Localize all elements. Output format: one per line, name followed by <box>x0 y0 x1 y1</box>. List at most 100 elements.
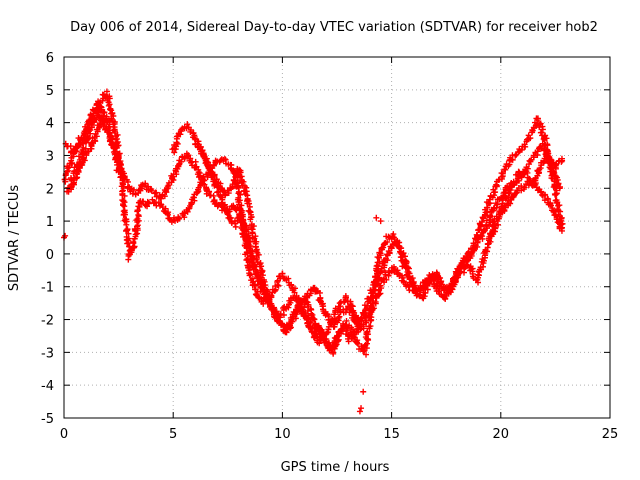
data-point <box>331 323 338 330</box>
data-point <box>89 119 96 126</box>
data-point <box>374 259 381 266</box>
x-tick-label: 20 <box>493 427 510 442</box>
data-point <box>552 191 559 198</box>
data-point <box>242 251 249 258</box>
data-point <box>360 346 367 353</box>
data-point <box>222 191 229 198</box>
data-point <box>174 140 181 147</box>
data-point <box>181 155 188 162</box>
data-point <box>244 200 251 207</box>
data-point <box>120 202 127 209</box>
data-point <box>550 169 557 176</box>
data-point <box>480 257 487 264</box>
data-point <box>226 214 233 221</box>
data-point <box>449 280 456 287</box>
x-tick-label: 15 <box>383 427 400 442</box>
data-point <box>512 152 519 159</box>
data-point <box>67 143 74 150</box>
data-point <box>541 145 548 152</box>
data-point <box>322 312 329 319</box>
y-tick-label: 1 <box>46 215 54 230</box>
data-point <box>377 218 384 225</box>
data-point <box>372 298 379 305</box>
data-point <box>369 307 376 314</box>
data-point <box>541 191 548 198</box>
data-point <box>301 312 308 319</box>
data-point <box>267 302 274 309</box>
data-point <box>423 282 430 289</box>
data-point <box>413 288 420 295</box>
data-point <box>364 302 371 309</box>
data-point <box>178 158 185 165</box>
data-point <box>494 201 501 208</box>
data-point <box>495 221 502 228</box>
data-point <box>336 313 343 320</box>
chart-title: Day 006 of 2014, Sidereal Day-to-day VTE… <box>70 20 598 35</box>
x-tick-label: 0 <box>60 427 68 442</box>
data-point <box>164 210 171 217</box>
data-point <box>334 333 341 340</box>
data-point <box>377 250 384 257</box>
data-point <box>61 176 68 183</box>
data-point <box>390 234 397 241</box>
data-point <box>360 388 367 395</box>
data-point <box>405 264 412 271</box>
data-point <box>456 268 463 275</box>
data-point <box>200 153 207 160</box>
data-point <box>142 182 149 189</box>
data-point <box>292 315 299 322</box>
data-point <box>283 329 290 336</box>
data-point <box>438 278 445 285</box>
data-point <box>325 323 332 330</box>
data-point <box>194 189 201 196</box>
data-point <box>400 278 407 285</box>
plot-frame <box>63 56 611 419</box>
data-point <box>344 326 351 333</box>
data-point <box>522 143 529 150</box>
data-point <box>115 161 122 168</box>
data-point <box>546 158 553 165</box>
data-point <box>558 155 565 162</box>
data-point <box>230 177 237 184</box>
data-point <box>306 318 313 325</box>
data-point <box>251 262 258 269</box>
data-point <box>512 179 519 186</box>
data-point <box>355 340 362 347</box>
data-point <box>485 199 492 206</box>
data-point <box>515 149 522 156</box>
data-point <box>173 171 180 178</box>
data-point <box>532 181 539 188</box>
data-point <box>385 248 392 255</box>
y-tick-label: 0 <box>46 248 54 263</box>
data-point <box>383 276 390 283</box>
data-point <box>484 204 491 211</box>
y-tick-label: 4 <box>46 117 54 132</box>
data-point <box>253 269 260 276</box>
data-point <box>241 227 248 234</box>
data-point <box>242 191 249 198</box>
data-point <box>130 238 137 245</box>
data-point <box>226 206 233 213</box>
data-point <box>487 193 494 200</box>
data-point <box>460 255 467 262</box>
data-point <box>244 226 251 233</box>
data-point <box>123 221 130 228</box>
data-point <box>382 255 389 262</box>
data-point <box>245 238 252 245</box>
data-point <box>169 173 176 180</box>
x-tick-labels: 0 5 10 15 20 25 <box>60 427 618 442</box>
data-point <box>199 147 206 154</box>
data-point <box>368 290 375 297</box>
x-axis-title: GPS time / hours <box>281 460 390 475</box>
data-point <box>75 153 82 160</box>
data-point <box>246 272 253 279</box>
data-point <box>315 325 322 332</box>
data-point <box>121 192 128 199</box>
data-point <box>297 299 304 306</box>
data-point <box>111 143 118 150</box>
data-point <box>243 222 250 229</box>
data-point <box>370 286 377 293</box>
axis-ticks <box>63 56 611 419</box>
data-point <box>407 275 414 282</box>
